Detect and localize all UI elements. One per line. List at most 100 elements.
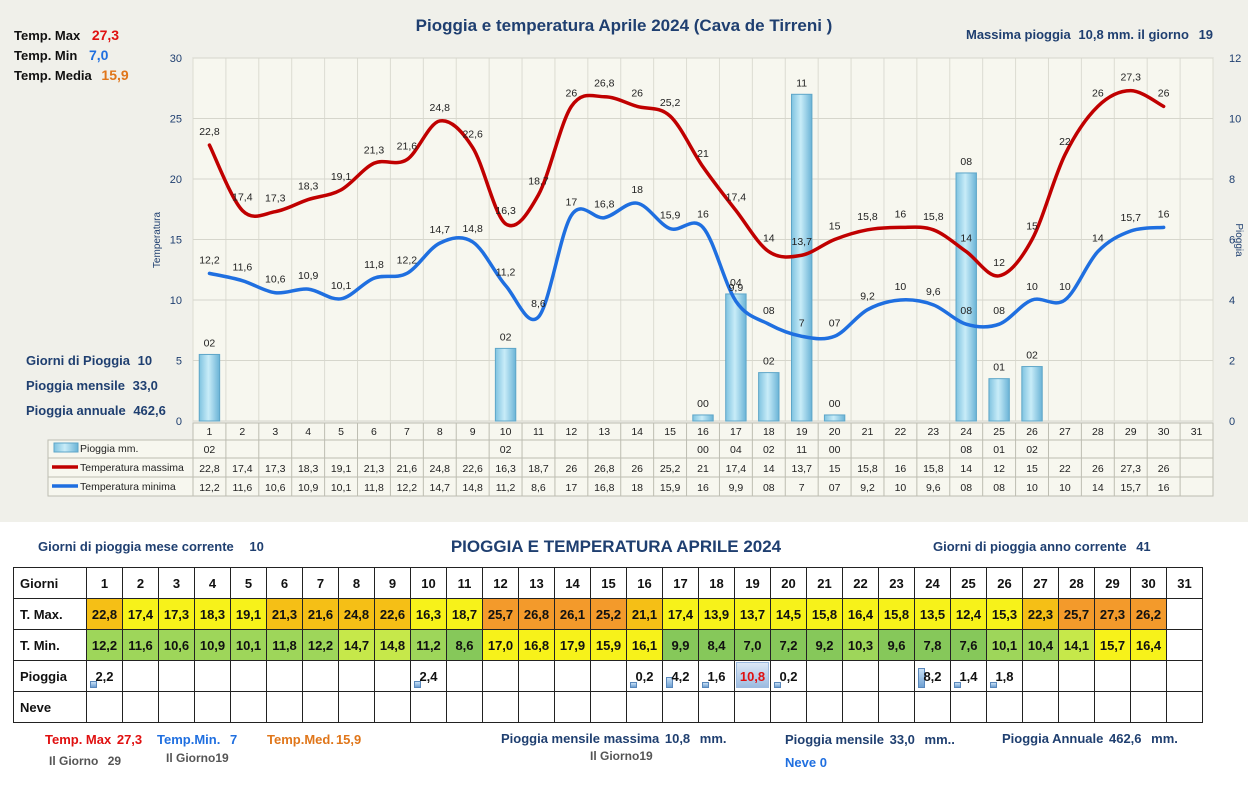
data-table-rain-value: 02 xyxy=(204,444,216,456)
rain-cell xyxy=(1022,660,1059,692)
tmax-data-label: 19,1 xyxy=(331,171,352,183)
footer-tmin-day-label: Il Giorno xyxy=(166,751,216,765)
rain-data-label: 02 xyxy=(204,337,216,349)
stat-annual-rain-label: Pioggia annuale xyxy=(26,403,126,418)
tmin-cell: 10,6 xyxy=(158,629,195,661)
day-number-cell: 1 xyxy=(86,567,123,599)
rain-cell xyxy=(1166,660,1203,692)
data-table-tmax-value: 18,3 xyxy=(298,463,319,475)
y-left-tick-label: 0 xyxy=(176,416,182,428)
tmin-data-label: 17 xyxy=(566,196,578,208)
row-head-tmax: T. Max. xyxy=(13,598,87,630)
x-tick-label: 9 xyxy=(470,426,476,438)
day-number-cell: 30 xyxy=(1130,567,1167,599)
data-table-tmin-value: 10,1 xyxy=(331,482,352,494)
x-tick-label: 7 xyxy=(404,426,410,438)
rain-data-label: 04 xyxy=(730,277,742,289)
monthly-table-section: Giorni di pioggia mese corrente 10 PIOGG… xyxy=(0,522,1248,786)
day-number-cell: 3 xyxy=(158,567,195,599)
stat-max-rain-value: 10,8 mm. xyxy=(1078,27,1135,42)
snow-cell xyxy=(230,691,267,723)
footer-monthly-rain-label: Pioggia mensile xyxy=(785,732,884,747)
day-number-cell: 24 xyxy=(914,567,951,599)
x-tick-label: 22 xyxy=(895,426,907,438)
tmin-data-label: 10 xyxy=(1026,281,1038,293)
data-table-tmax-value: 15 xyxy=(829,463,841,475)
tmin-cell: 14,8 xyxy=(374,629,411,661)
rain-data-label: 00 xyxy=(829,398,841,410)
data-table-tmin-value: 11,6 xyxy=(233,482,253,494)
tmax-cell: 13,5 xyxy=(914,598,951,630)
data-table-rain-value: 08 xyxy=(960,444,972,456)
tmax-cell: 17,4 xyxy=(122,598,159,630)
day-number-cell: 25 xyxy=(950,567,987,599)
tmax-data-label: 12 xyxy=(993,257,1005,269)
footer-monthly-rain: Pioggia mensile 33,0 mm.. xyxy=(785,732,955,747)
stat-tmed-label: Temp. Media xyxy=(14,68,92,83)
data-table-tmax-value: 14 xyxy=(960,463,972,475)
data-table-tmax-value: 17,4 xyxy=(232,463,253,475)
data-table-tmax-value: 21,3 xyxy=(364,463,385,475)
rain-cell: 2,4 xyxy=(410,660,447,692)
stat-monthly-rain-value: 33,0 xyxy=(132,378,158,393)
stat-tmin: Temp. Min 7,0 xyxy=(14,47,108,63)
tmax-cell: 21,3 xyxy=(266,598,303,630)
rain-cell xyxy=(122,660,159,692)
tmax-data-label: 18,3 xyxy=(298,181,319,193)
tmin-cell: 16,8 xyxy=(518,629,555,661)
rain-cell xyxy=(302,660,339,692)
tmin-cell: 10,1 xyxy=(230,629,267,661)
rain-cell xyxy=(518,660,555,692)
tmin-cell: 12,2 xyxy=(302,629,339,661)
combo-chart: 22,8 17,4 17,3 18,3 19,1 21,3 21,6 24,8 22,6 16,3… xyxy=(47,53,1244,497)
data-table-tmin-value: 07 xyxy=(829,482,841,494)
snow-cell xyxy=(590,691,627,723)
x-tick-label: 8 xyxy=(437,426,443,438)
data-table-tmin-value: 16 xyxy=(1158,482,1170,494)
data-table-tmin-value: 14,8 xyxy=(462,482,483,494)
data-table-tmin-value: 18 xyxy=(631,482,643,494)
legend-tmin-label: Temperatura minima xyxy=(80,481,176,493)
tmax-data-label: 18,7 xyxy=(528,176,549,188)
rain-level-bar xyxy=(990,682,997,688)
day-number-cell: 11 xyxy=(446,567,483,599)
day-number-cell: 26 xyxy=(986,567,1023,599)
data-table-tmax-value: 17,3 xyxy=(265,463,286,475)
x-tick-label: 28 xyxy=(1092,426,1104,438)
tmax-data-label: 26 xyxy=(631,87,643,99)
footer-tmin-value: 7 xyxy=(229,732,238,747)
rain-value: 1,8 xyxy=(995,668,1014,684)
rain-cell xyxy=(878,660,915,692)
tmax-cell: 18,3 xyxy=(194,598,231,630)
y-right-tick-label: 4 xyxy=(1229,295,1235,307)
stat-max-rain-day-label: il giorno xyxy=(1137,27,1189,42)
tmin-data-label: 8,6 xyxy=(531,298,546,310)
rain-cell xyxy=(842,660,879,692)
x-tick-label: 23 xyxy=(927,426,939,438)
data-table-tmax-value: 25,2 xyxy=(660,463,681,475)
tmin-cell: 7,2 xyxy=(770,629,807,661)
x-tick-label: 1 xyxy=(207,426,213,438)
tmin-data-label: 9,9 xyxy=(729,282,744,294)
rain-cell: 4,2 xyxy=(662,660,699,692)
rain-cell xyxy=(554,660,591,692)
x-tick-label: 18 xyxy=(763,426,775,438)
stat-max-rain-label: Massima pioggia xyxy=(966,27,1071,42)
x-tick-label: 4 xyxy=(305,426,311,438)
y-right-tick-label: 0 xyxy=(1229,416,1235,428)
day-number-cell: 31 xyxy=(1166,567,1203,599)
tmax-data-label: 14 xyxy=(763,233,775,245)
x-tick-label: 20 xyxy=(829,426,841,438)
tmax-data-label: 24,8 xyxy=(430,102,451,114)
snow-cell xyxy=(734,691,771,723)
day-number-cell: 22 xyxy=(842,567,879,599)
day-number-cell: 6 xyxy=(266,567,303,599)
tmax-cell: 17,4 xyxy=(662,598,699,630)
footer-annual-rain-label: Pioggia Annuale xyxy=(1002,731,1104,746)
data-table-tmin-value: 8,6 xyxy=(531,482,546,494)
day-number-cell: 4 xyxy=(194,567,231,599)
footer-tmed: Temp.Med. 15,9 xyxy=(267,732,361,747)
tmax-data-label: 17,3 xyxy=(265,193,286,205)
snow-cell xyxy=(374,691,411,723)
data-table-tmax-value: 22,6 xyxy=(462,463,483,475)
